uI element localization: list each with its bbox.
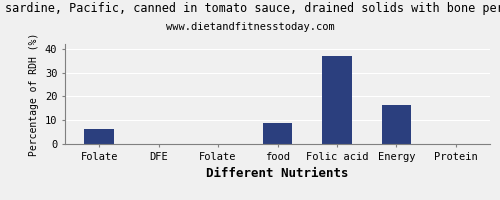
Bar	[84, 129, 114, 144]
Bar	[262, 123, 292, 144]
Text: www.dietandfitnesstoday.com: www.dietandfitnesstoday.com	[166, 22, 334, 32]
Bar	[322, 56, 352, 144]
Bar	[382, 105, 411, 144]
Text: sardine, Pacific, canned in tomato sauce, drained solids with bone per: sardine, Pacific, canned in tomato sauce…	[5, 2, 500, 15]
Y-axis label: Percentage of RDH (%): Percentage of RDH (%)	[30, 32, 40, 156]
X-axis label: Different Nutrients: Different Nutrients	[206, 167, 349, 180]
